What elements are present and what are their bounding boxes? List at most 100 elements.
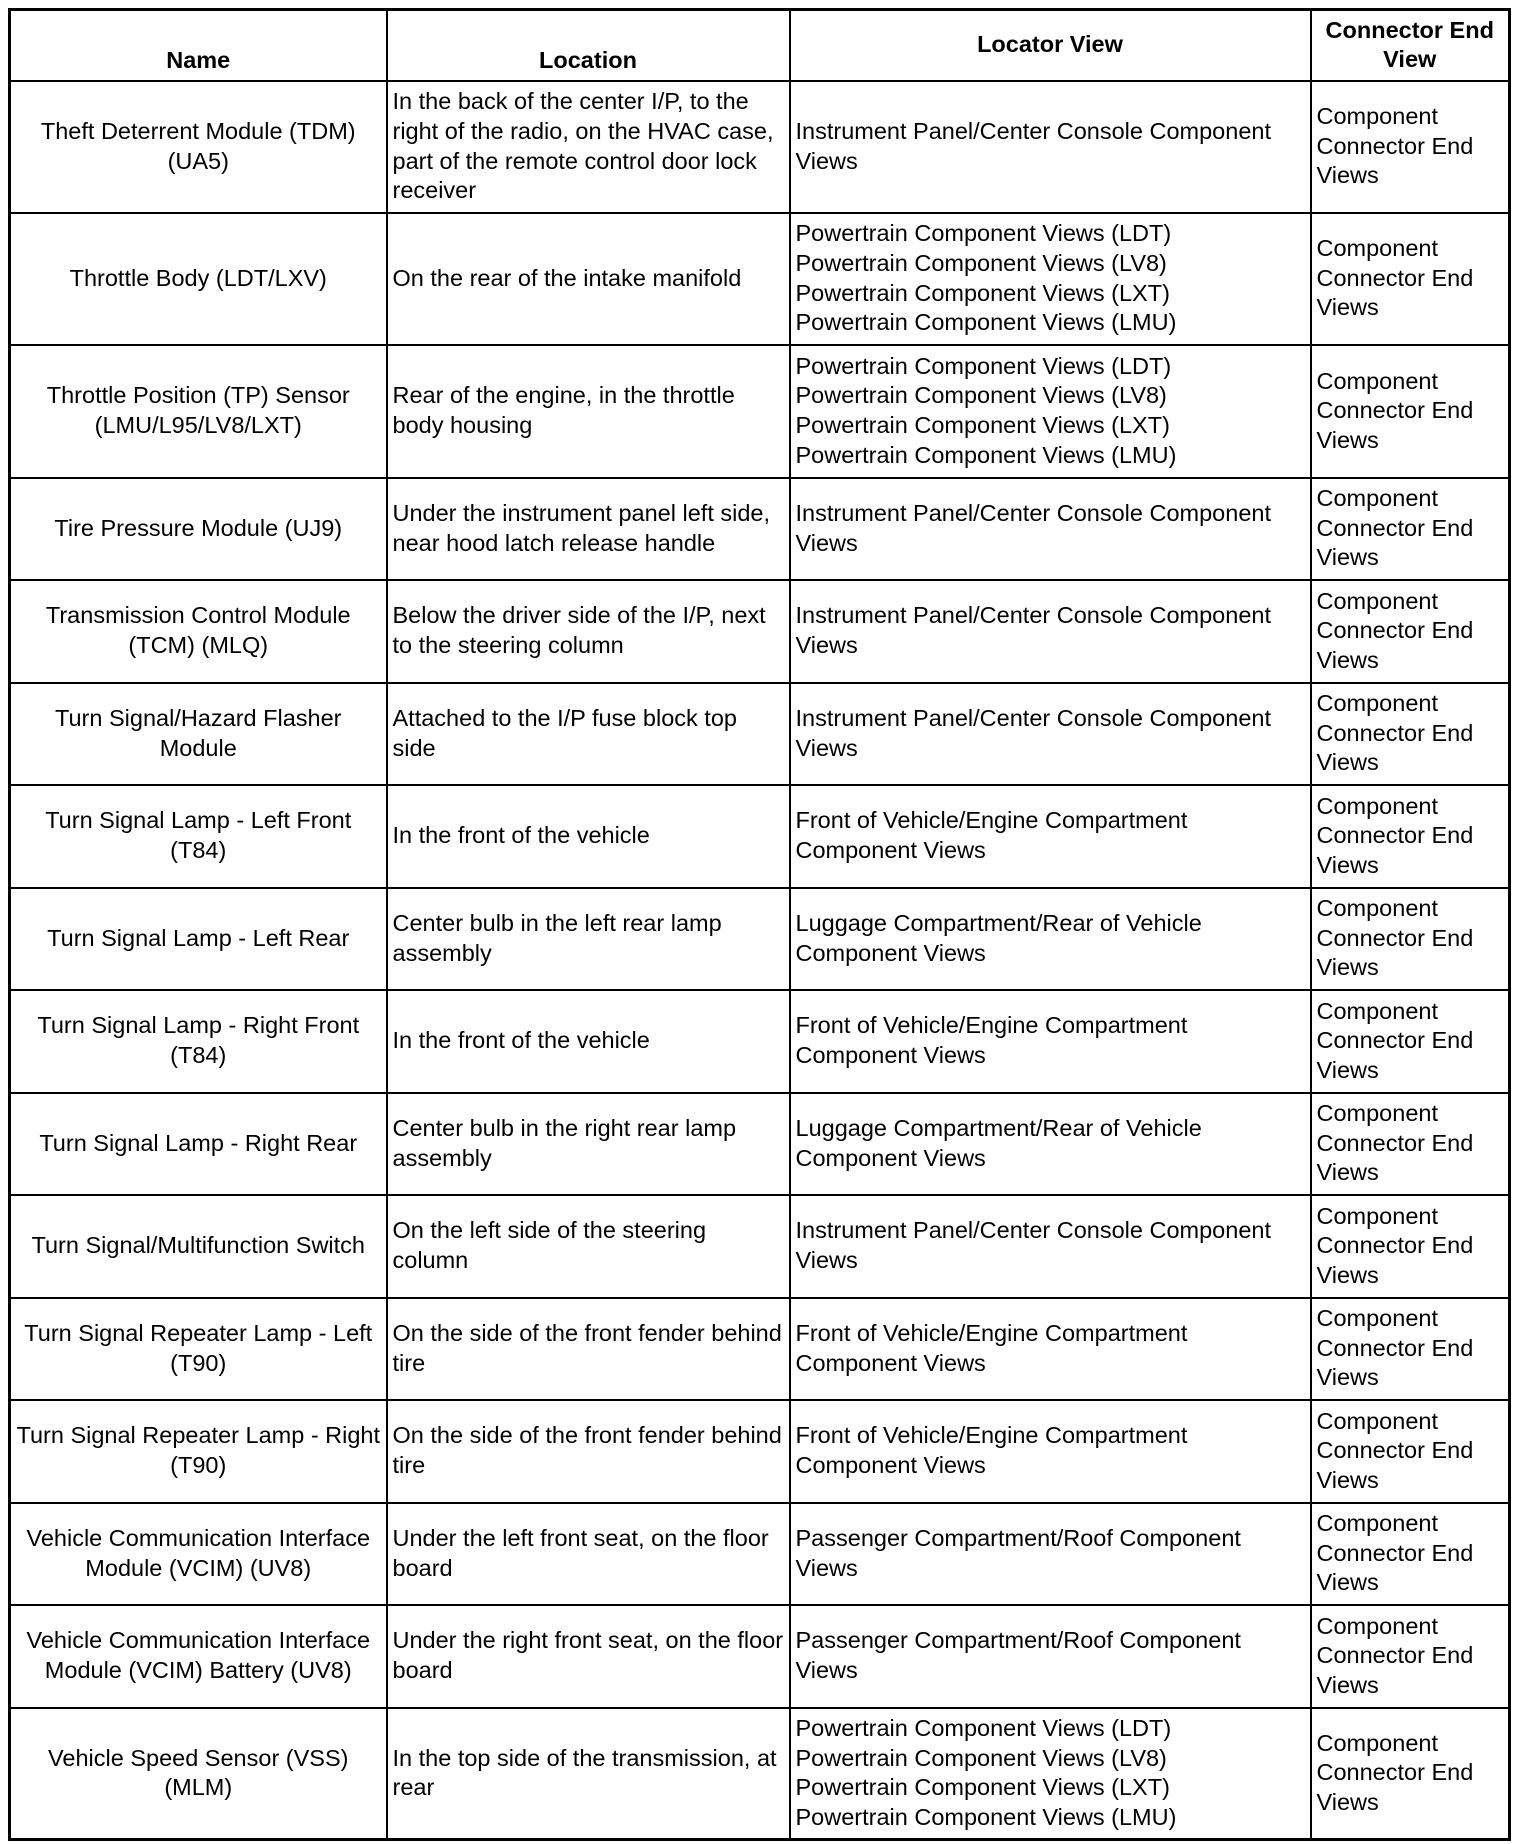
cell-location: On the side of the front fender behind t…: [385, 1296, 791, 1401]
cell-connector-end-view[interactable]: Component Connector End Views: [1309, 476, 1511, 581]
locator-view-link[interactable]: Instrument Panel/Center Console Componen…: [795, 117, 1272, 174]
cell-name: Turn Signal Repeater Lamp - Right (T90): [8, 1398, 388, 1504]
cell-name: Tire Pressure Module (UJ9): [8, 476, 388, 581]
cell-connector-end-view[interactable]: Component Connector End Views: [1309, 1091, 1511, 1196]
cell-locator-view: Instrument Panel/Center Console Componen…: [788, 681, 1312, 786]
table-row: Vehicle Communication Interface Module (…: [8, 1603, 1511, 1709]
cell-locator-view: Instrument Panel/Center Console Componen…: [788, 79, 1312, 214]
locator-view-link[interactable]: Powertrain Component Views (LDT): [795, 352, 1172, 379]
header-locator-view: Locator View: [788, 8, 1312, 82]
cell-connector-end-view[interactable]: Component Connector End Views: [1309, 1398, 1511, 1504]
locator-view-link[interactable]: Instrument Panel/Center Console Componen…: [795, 499, 1272, 556]
cell-name: Turn Signal Repeater Lamp - Left (T90): [8, 1296, 388, 1401]
locator-view-link[interactable]: Powertrain Component Views (LDT): [795, 1715, 1172, 1742]
cell-name: Throttle Body (LDT/LXV): [8, 211, 388, 346]
table-row: Vehicle Speed Sensor (VSS) (MLM) In the t…: [8, 1706, 1511, 1841]
cell-locator-view: Passenger Compartment/Roof Component Vie…: [788, 1501, 1312, 1606]
cell-locator-view: Luggage Compartment/Rear of Vehicle Comp…: [788, 1091, 1312, 1196]
cell-name: Transmission Control Module (TCM) (MLQ): [8, 578, 388, 684]
locator-view-link[interactable]: Passenger Compartment/Roof Component Vie…: [795, 1524, 1241, 1581]
locator-view-link[interactable]: Powertrain Component Views (LV8): [795, 382, 1167, 409]
cell-name: Theft Deterrent Module (TDM) (UA5): [8, 79, 388, 214]
locator-view-link[interactable]: Luggage Compartment/Rear of Vehicle Comp…: [795, 909, 1202, 966]
cell-locator-view: Front of Vehicle/Engine Compartment Comp…: [788, 988, 1312, 1094]
cell-connector-end-view[interactable]: Component Connector End Views: [1309, 343, 1511, 479]
cell-name: Turn Signal Lamp - Left Front (T84): [8, 783, 388, 889]
table-row: Throttle Position (TP) Sensor (LMU/L95/L…: [8, 343, 1511, 479]
cell-connector-end-view[interactable]: Component Connector End Views: [1309, 681, 1511, 786]
cell-name: Turn Signal/Hazard Flasher Module: [8, 681, 388, 786]
table-row: Vehicle Communication Interface Module (…: [8, 1501, 1511, 1606]
locator-view-link[interactable]: Front of Vehicle/Engine Compartment Comp…: [795, 1422, 1188, 1478]
cell-location: On the rear of the intake manifold: [385, 211, 791, 346]
cell-locator-view: Powertrain Component Views (LDT) Powertra…: [788, 343, 1312, 479]
locator-view-link[interactable]: Powertrain Component Views (LXT): [795, 279, 1170, 306]
locator-view-link[interactable]: Powertrain Component Views (LXT): [795, 1774, 1170, 1801]
locator-view-link[interactable]: Instrument Panel/Center Console Componen…: [795, 1217, 1272, 1273]
cell-name: Throttle Position (TP) Sensor (LMU/L95/L…: [8, 343, 388, 479]
cell-locator-view: Instrument Panel/Center Console Componen…: [788, 578, 1312, 684]
cell-connector-end-view[interactable]: Component Connector End Views: [1309, 1296, 1511, 1401]
cell-location: On the left side of the steering column: [385, 1193, 791, 1299]
cell-name: Turn Signal/Multifunction Switch: [8, 1193, 388, 1299]
table-row: Turn Signal Lamp - Left Front (T84) In th…: [8, 783, 1511, 889]
cell-location: Center bulb in the left rear lamp assemb…: [385, 886, 791, 991]
locator-view-link[interactable]: Instrument Panel/Center Console Componen…: [795, 704, 1272, 761]
table-row: Turn Signal/Hazard Flasher Module Attache…: [8, 681, 1511, 786]
cell-location: In the back of the center I/P, to the ri…: [385, 79, 791, 214]
header-location: Location: [385, 8, 791, 82]
cell-location: On the side of the front fender behind t…: [385, 1398, 791, 1504]
cell-connector-end-view[interactable]: Component Connector End Views: [1309, 886, 1511, 991]
cell-location: In the top side of the transmission, at …: [385, 1706, 791, 1841]
locator-view-link[interactable]: Powertrain Component Views (LV8): [795, 249, 1167, 276]
cell-connector-end-view[interactable]: Component Connector End Views: [1309, 578, 1511, 684]
locator-view-link[interactable]: Powertrain Component Views (LDT): [795, 220, 1172, 247]
cell-name: Vehicle Communication Interface Module (…: [8, 1501, 388, 1606]
cell-name: Vehicle Speed Sensor (VSS) (MLM): [8, 1706, 388, 1841]
table-row: Throttle Body (LDT/LXV) On the rear of th…: [8, 211, 1511, 346]
cell-locator-view: Luggage Compartment/Rear of Vehicle Comp…: [788, 886, 1312, 991]
table-row: Turn Signal Repeater Lamp - Right (T90) O…: [8, 1398, 1511, 1504]
cell-location: Attached to the I/P fuse block top side: [385, 681, 791, 786]
cell-name: Turn Signal Lamp - Left Rear: [8, 886, 388, 991]
locator-view-link[interactable]: Powertrain Component Views (LV8): [795, 1744, 1167, 1771]
locator-view-link[interactable]: Powertrain Component Views (LMU): [795, 441, 1177, 468]
cell-locator-view: Powertrain Component Views (LDT) Powertra…: [788, 211, 1312, 346]
cell-connector-end-view[interactable]: Component Connector End Views: [1309, 988, 1511, 1094]
locator-view-link[interactable]: Powertrain Component Views (LMU): [795, 309, 1177, 336]
locator-view-link[interactable]: Powertrain Component Views (LMU): [795, 1803, 1177, 1830]
cell-name: Turn Signal Lamp - Right Rear: [8, 1091, 388, 1196]
locator-view-link[interactable]: Front of Vehicle/Engine Compartment Comp…: [795, 807, 1188, 863]
table-row: Turn Signal Repeater Lamp - Left (T90) On…: [8, 1296, 1511, 1401]
locator-view-link[interactable]: Front of Vehicle/Engine Compartment Comp…: [795, 1012, 1188, 1068]
cell-location: In the front of the vehicle: [385, 988, 791, 1094]
table-row: Turn Signal Lamp - Left Rear Center bulb …: [8, 886, 1511, 991]
cell-connector-end-view[interactable]: Component Connector End Views: [1309, 783, 1511, 889]
cell-connector-end-view[interactable]: Component Connector End Views: [1309, 211, 1511, 346]
cell-locator-view: Instrument Panel/Center Console Componen…: [788, 1193, 1312, 1299]
component-locator-table: Name Location Locator View Connector End…: [8, 8, 1511, 1841]
header-name: Name: [8, 8, 388, 82]
cell-connector-end-view[interactable]: Component Connector End Views: [1309, 1603, 1511, 1709]
table-row: Turn Signal Lamp - Right Rear Center bulb…: [8, 1091, 1511, 1196]
table-row: Turn Signal Lamp - Right Front (T84) In t…: [8, 988, 1511, 1094]
cell-location: Under the instrument panel left side, ne…: [385, 476, 791, 581]
header-connector-end-view: Connector End View: [1309, 8, 1511, 82]
locator-view-link[interactable]: Passenger Compartment/Roof Component Vie…: [795, 1627, 1241, 1683]
cell-connector-end-view[interactable]: Component Connector End Views: [1309, 79, 1511, 214]
locator-view-link[interactable]: Instrument Panel/Center Console Componen…: [795, 602, 1272, 658]
cell-location: Under the left front seat, on the floor …: [385, 1501, 791, 1606]
table-row: Turn Signal/Multifunction Switch On the l…: [8, 1193, 1511, 1299]
locator-view-link[interactable]: Powertrain Component Views (LXT): [795, 412, 1170, 438]
cell-location: In the front of the vehicle: [385, 783, 791, 889]
cell-connector-end-view[interactable]: Component Connector End Views: [1309, 1501, 1511, 1606]
cell-name: Turn Signal Lamp - Right Front (T84): [8, 988, 388, 1094]
cell-locator-view: Front of Vehicle/Engine Compartment Comp…: [788, 783, 1312, 889]
cell-connector-end-view[interactable]: Component Connector End Views: [1309, 1706, 1511, 1841]
cell-locator-view: Front of Vehicle/Engine Compartment Comp…: [788, 1296, 1312, 1401]
locator-view-link[interactable]: Front of Vehicle/Engine Compartment Comp…: [795, 1319, 1188, 1376]
cell-location: Rear of the engine, in the throttle body…: [385, 343, 791, 479]
locator-view-link[interactable]: Luggage Compartment/Rear of Vehicle Comp…: [795, 1114, 1202, 1171]
cell-connector-end-view[interactable]: Component Connector End Views: [1309, 1193, 1511, 1299]
cell-location: Center bulb in the right rear lamp assem…: [385, 1091, 791, 1196]
